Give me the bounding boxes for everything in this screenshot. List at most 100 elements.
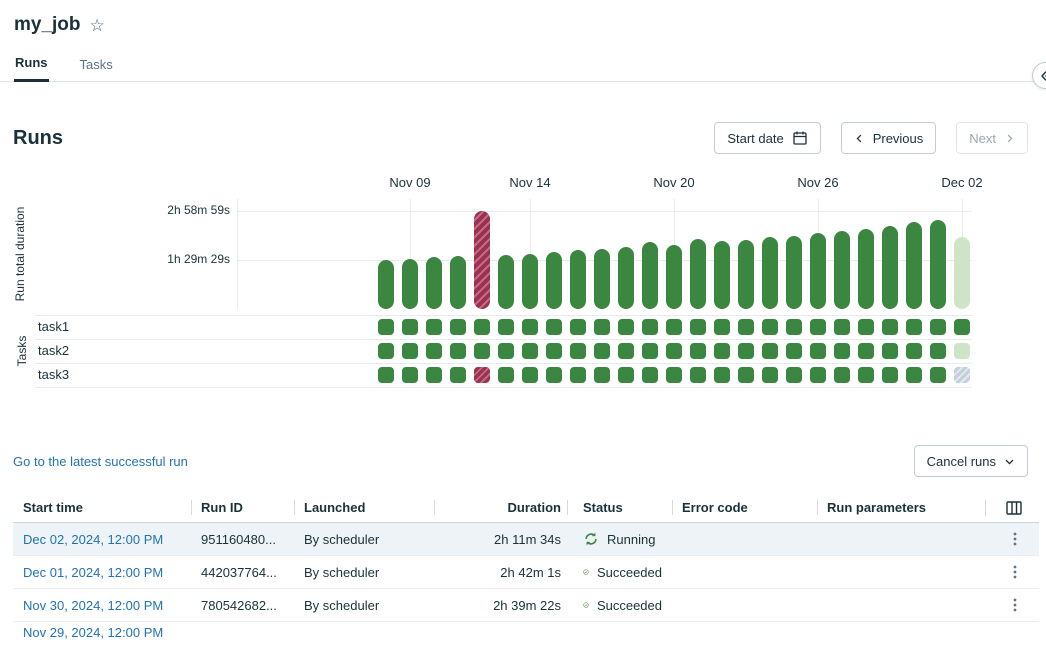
task-status-square[interactable] bbox=[474, 367, 490, 383]
task-status-square[interactable] bbox=[498, 343, 514, 359]
col-launched[interactable]: Launched bbox=[294, 500, 434, 515]
task-status-square[interactable] bbox=[762, 367, 778, 383]
task-status-square[interactable] bbox=[882, 367, 898, 383]
task-status-square[interactable] bbox=[426, 367, 442, 383]
task-status-square[interactable] bbox=[858, 367, 874, 383]
run-bar[interactable] bbox=[882, 226, 898, 309]
start-time-link[interactable]: Nov 29, 2024, 12:00 PM bbox=[13, 622, 191, 640]
task-status-square[interactable] bbox=[474, 319, 490, 335]
col-error-code[interactable]: Error code bbox=[672, 500, 817, 515]
task-status-square[interactable] bbox=[714, 319, 730, 335]
task-status-square[interactable] bbox=[450, 367, 466, 383]
run-bar[interactable] bbox=[930, 220, 946, 309]
task-status-square[interactable] bbox=[906, 367, 922, 383]
run-bar[interactable] bbox=[858, 229, 874, 309]
task-status-square[interactable] bbox=[594, 367, 610, 383]
start-time-link[interactable]: Dec 01, 2024, 12:00 PM bbox=[13, 565, 191, 580]
task-status-square[interactable] bbox=[546, 367, 562, 383]
task-status-square[interactable] bbox=[570, 319, 586, 335]
task-status-square[interactable] bbox=[690, 367, 706, 383]
run-bar[interactable] bbox=[906, 222, 922, 309]
task-status-square[interactable] bbox=[546, 343, 562, 359]
task-status-square[interactable] bbox=[882, 319, 898, 335]
task-status-square[interactable] bbox=[858, 319, 874, 335]
task-status-square[interactable] bbox=[714, 343, 730, 359]
task-status-square[interactable] bbox=[810, 343, 826, 359]
expand-panel-button[interactable] bbox=[1032, 62, 1046, 89]
col-duration[interactable]: Duration bbox=[434, 500, 567, 515]
task-status-square[interactable] bbox=[450, 319, 466, 335]
favorite-star-icon[interactable]: ☆ bbox=[90, 17, 105, 34]
task-status-square[interactable] bbox=[690, 343, 706, 359]
task-status-square[interactable] bbox=[378, 367, 394, 383]
run-bar[interactable] bbox=[474, 211, 490, 309]
run-bar[interactable] bbox=[570, 250, 586, 309]
run-bar[interactable] bbox=[426, 257, 442, 309]
task-status-square[interactable] bbox=[930, 319, 946, 335]
task-status-square[interactable] bbox=[810, 367, 826, 383]
task-status-square[interactable] bbox=[810, 319, 826, 335]
task-status-square[interactable] bbox=[834, 319, 850, 335]
task-status-square[interactable] bbox=[522, 343, 538, 359]
task-status-square[interactable] bbox=[618, 319, 634, 335]
task-status-square[interactable] bbox=[858, 343, 874, 359]
task-status-square[interactable] bbox=[762, 343, 778, 359]
task-status-square[interactable] bbox=[642, 343, 658, 359]
previous-button[interactable]: Previous bbox=[841, 122, 937, 154]
task-status-square[interactable] bbox=[834, 343, 850, 359]
task-status-square[interactable] bbox=[402, 367, 418, 383]
cancel-runs-button[interactable]: Cancel runs bbox=[914, 445, 1028, 477]
task-status-square[interactable] bbox=[618, 367, 634, 383]
run-bar[interactable] bbox=[618, 247, 634, 309]
task-status-square[interactable] bbox=[786, 367, 802, 383]
task-status-square[interactable] bbox=[642, 367, 658, 383]
run-bar[interactable] bbox=[738, 240, 754, 309]
start-time-link[interactable]: Nov 30, 2024, 12:00 PM bbox=[13, 598, 191, 613]
task-status-square[interactable] bbox=[930, 343, 946, 359]
run-bar[interactable] bbox=[762, 237, 778, 309]
task-status-square[interactable] bbox=[738, 343, 754, 359]
task-status-square[interactable] bbox=[402, 319, 418, 335]
run-bar[interactable] bbox=[690, 239, 706, 309]
table-row[interactable]: Nov 29, 2024, 12:00 PM bbox=[13, 622, 1039, 655]
task-status-square[interactable] bbox=[690, 319, 706, 335]
task-status-square[interactable] bbox=[954, 319, 970, 335]
col-status[interactable]: Status bbox=[567, 500, 672, 515]
task-status-square[interactable] bbox=[426, 319, 442, 335]
task-status-square[interactable] bbox=[378, 319, 394, 335]
task-status-square[interactable] bbox=[954, 367, 970, 383]
task-status-square[interactable] bbox=[426, 343, 442, 359]
run-bar[interactable] bbox=[834, 231, 850, 309]
run-bar[interactable] bbox=[642, 242, 658, 309]
task-status-square[interactable] bbox=[786, 319, 802, 335]
run-bar[interactable] bbox=[810, 233, 826, 309]
task-status-square[interactable] bbox=[594, 343, 610, 359]
column-settings-icon[interactable] bbox=[1005, 499, 1023, 517]
run-bar[interactable] bbox=[378, 260, 394, 309]
task-status-square[interactable] bbox=[882, 343, 898, 359]
run-bar[interactable] bbox=[546, 252, 562, 309]
task-status-square[interactable] bbox=[738, 367, 754, 383]
task-status-square[interactable] bbox=[642, 319, 658, 335]
task-status-square[interactable] bbox=[594, 319, 610, 335]
task-status-square[interactable] bbox=[906, 343, 922, 359]
col-run-parameters[interactable]: Run parameters bbox=[817, 500, 985, 515]
task-status-square[interactable] bbox=[474, 343, 490, 359]
task-status-square[interactable] bbox=[450, 343, 466, 359]
task-status-square[interactable] bbox=[522, 319, 538, 335]
task-status-square[interactable] bbox=[666, 367, 682, 383]
run-bar[interactable] bbox=[666, 245, 682, 309]
task-status-square[interactable] bbox=[666, 343, 682, 359]
col-start-time[interactable]: Start time bbox=[13, 500, 191, 515]
task-status-square[interactable] bbox=[570, 367, 586, 383]
run-bar[interactable] bbox=[498, 255, 514, 309]
task-status-square[interactable] bbox=[618, 343, 634, 359]
run-bar[interactable] bbox=[786, 236, 802, 309]
task-status-square[interactable] bbox=[786, 343, 802, 359]
task-status-square[interactable] bbox=[738, 319, 754, 335]
task-status-square[interactable] bbox=[666, 319, 682, 335]
latest-successful-run-link[interactable]: Go to the latest successful run bbox=[13, 454, 188, 469]
task-status-square[interactable] bbox=[402, 343, 418, 359]
